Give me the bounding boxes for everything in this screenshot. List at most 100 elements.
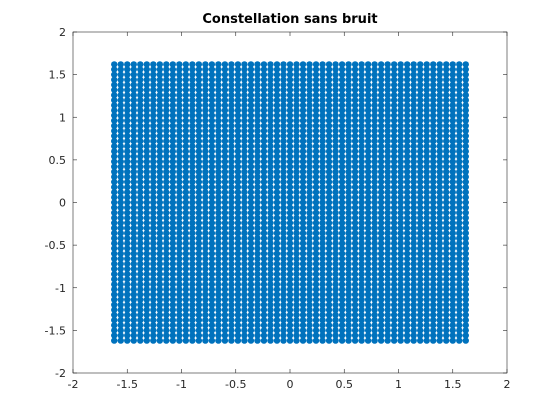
scatter-point xyxy=(182,306,190,314)
scatter-point xyxy=(111,209,118,216)
scatter-point xyxy=(345,327,352,334)
scatter-point xyxy=(364,322,372,329)
scatter-point xyxy=(377,127,385,135)
scatter-point xyxy=(163,91,170,99)
scatter-point xyxy=(443,204,450,211)
scatter-point xyxy=(456,76,463,83)
scatter-point xyxy=(182,255,190,262)
scatter-point xyxy=(449,322,456,329)
scatter-point xyxy=(137,316,144,324)
scatter-point xyxy=(306,286,313,293)
scatter-point xyxy=(137,137,144,145)
scatter-point xyxy=(150,91,157,99)
scatter-point xyxy=(332,97,339,104)
scatter-point xyxy=(234,137,242,145)
scatter-point xyxy=(234,127,242,135)
scatter-point xyxy=(169,291,177,298)
scatter-point xyxy=(338,76,346,83)
scatter-point xyxy=(449,316,456,324)
scatter-point xyxy=(345,270,352,278)
scatter-point xyxy=(312,229,320,237)
scatter-point xyxy=(267,107,274,114)
scatter-point xyxy=(130,137,137,145)
scatter-point xyxy=(163,189,170,196)
scatter-point xyxy=(325,132,333,140)
scatter-point xyxy=(325,235,333,242)
scatter-point xyxy=(241,173,248,181)
scatter-point xyxy=(430,229,437,237)
scatter-point xyxy=(189,127,196,135)
scatter-point xyxy=(384,148,391,155)
scatter-point xyxy=(189,97,196,104)
scatter-point xyxy=(312,178,320,186)
scatter-point xyxy=(443,122,450,129)
scatter-point xyxy=(377,204,385,211)
scatter-point xyxy=(176,148,183,155)
scatter-point xyxy=(221,214,229,222)
scatter-point xyxy=(449,143,456,150)
scatter-point xyxy=(312,270,320,278)
scatter-point xyxy=(462,327,469,334)
scatter-point xyxy=(358,163,365,170)
y-tick-label: 0 xyxy=(59,197,66,210)
scatter-point xyxy=(176,235,183,242)
scatter-point xyxy=(247,332,255,339)
scatter-point xyxy=(417,286,424,293)
scatter-point xyxy=(312,332,320,339)
scatter-point xyxy=(130,291,137,298)
scatter-point xyxy=(137,229,144,237)
scatter-point xyxy=(403,132,411,140)
scatter-point xyxy=(403,148,411,155)
scatter-point xyxy=(163,112,170,119)
scatter-point xyxy=(202,178,209,186)
scatter-point xyxy=(267,245,274,252)
scatter-point xyxy=(403,76,411,83)
scatter-point xyxy=(150,112,157,119)
scatter-point xyxy=(286,281,294,288)
scatter-point xyxy=(345,311,352,319)
scatter-point xyxy=(137,260,144,268)
scatter-point xyxy=(150,281,157,288)
scatter-point xyxy=(111,107,118,114)
scatter-point xyxy=(215,173,222,181)
scatter-point xyxy=(111,219,118,227)
scatter-point xyxy=(417,270,424,278)
scatter-point xyxy=(182,260,190,268)
scatter-point xyxy=(169,311,177,319)
scatter-point xyxy=(137,173,144,181)
scatter-point xyxy=(449,117,456,124)
scatter-point xyxy=(312,327,320,334)
scatter-point xyxy=(111,199,118,206)
scatter-point xyxy=(325,86,333,94)
scatter-point xyxy=(156,86,163,94)
scatter-point xyxy=(202,158,209,165)
scatter-point xyxy=(299,127,307,135)
scatter-point xyxy=(267,97,274,104)
scatter-point xyxy=(299,286,307,293)
scatter-point xyxy=(150,311,157,319)
scatter-point xyxy=(443,81,450,89)
scatter-point xyxy=(117,245,124,252)
scatter-point xyxy=(143,255,150,262)
scatter-point xyxy=(351,301,359,308)
scatter-point xyxy=(195,306,203,314)
scatter-point xyxy=(228,189,235,196)
scatter-point xyxy=(312,163,320,170)
scatter-point xyxy=(338,245,346,252)
scatter-point xyxy=(423,327,430,334)
scatter-point xyxy=(221,291,229,298)
scatter-point xyxy=(156,296,163,303)
scatter-point xyxy=(319,229,326,237)
scatter-point xyxy=(156,107,163,114)
scatter-point xyxy=(221,112,229,119)
scatter-point xyxy=(228,71,235,78)
scatter-point xyxy=(280,224,287,232)
scatter-point xyxy=(306,240,313,247)
scatter-point xyxy=(215,107,222,114)
scatter-point xyxy=(156,71,163,78)
scatter-point xyxy=(456,194,463,201)
scatter-point xyxy=(254,117,261,124)
scatter-point xyxy=(417,148,424,155)
scatter-point xyxy=(430,127,437,135)
scatter-point xyxy=(221,183,229,191)
